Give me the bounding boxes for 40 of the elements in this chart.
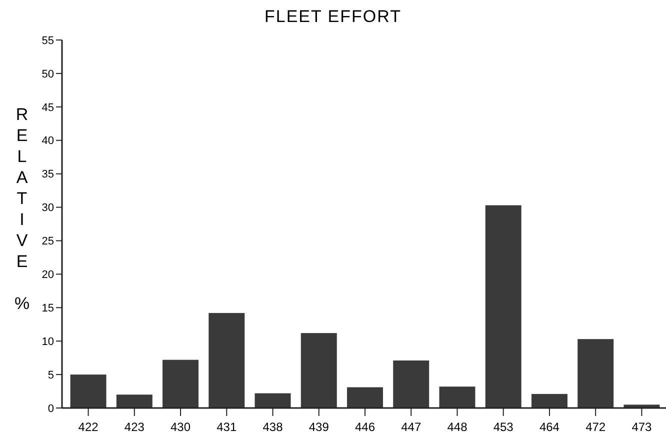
- x-tick-label: 447: [401, 420, 422, 434]
- bar: [578, 339, 614, 408]
- x-tick-label: 423: [124, 420, 145, 434]
- y-tick-label: 25: [42, 236, 54, 248]
- y-tick-label: 35: [42, 168, 54, 181]
- y-tick-label: 30: [42, 202, 54, 214]
- x-tick-label: 448: [447, 420, 468, 434]
- bar: [393, 360, 430, 408]
- bar: [254, 393, 291, 408]
- bar: [70, 374, 106, 408]
- bar: [485, 205, 522, 408]
- bar: [208, 312, 245, 408]
- y-tick-label: 15: [42, 302, 54, 314]
- text: RELATIVE %: [14, 105, 30, 313]
- y-tick-label: 20: [42, 269, 54, 282]
- bar: [116, 394, 152, 408]
- y-tick-label: 50: [42, 68, 54, 80]
- bar: [162, 360, 199, 408]
- y-tick-label: 10: [42, 336, 54, 348]
- x-tick-label: 446: [354, 420, 376, 434]
- bar: [439, 386, 476, 408]
- x-tick-label: 439: [308, 420, 330, 434]
- y-tick-label: 0: [48, 402, 54, 415]
- x-tick-label: 472: [586, 420, 606, 434]
- chart-title: FLEET EFFORT: [264, 7, 402, 26]
- x-tick-label: 438: [262, 420, 284, 434]
- x-tick-label: 422: [78, 420, 99, 434]
- y-tick-label: 40: [42, 135, 54, 148]
- bar: [300, 333, 337, 408]
- x-tick-label: 453: [493, 420, 514, 434]
- x-tick-label: 430: [170, 420, 191, 434]
- y-tick-label: 5: [48, 369, 54, 382]
- x-tick-label: 431: [216, 420, 237, 434]
- x-tick-label: 473: [632, 420, 652, 434]
- x-tick-label: 464: [539, 420, 560, 434]
- bar: [624, 404, 660, 408]
- y-tick-label: 55: [42, 34, 54, 47]
- bar: [347, 387, 383, 408]
- y-tick-label: 45: [42, 102, 54, 114]
- bar: [531, 394, 568, 408]
